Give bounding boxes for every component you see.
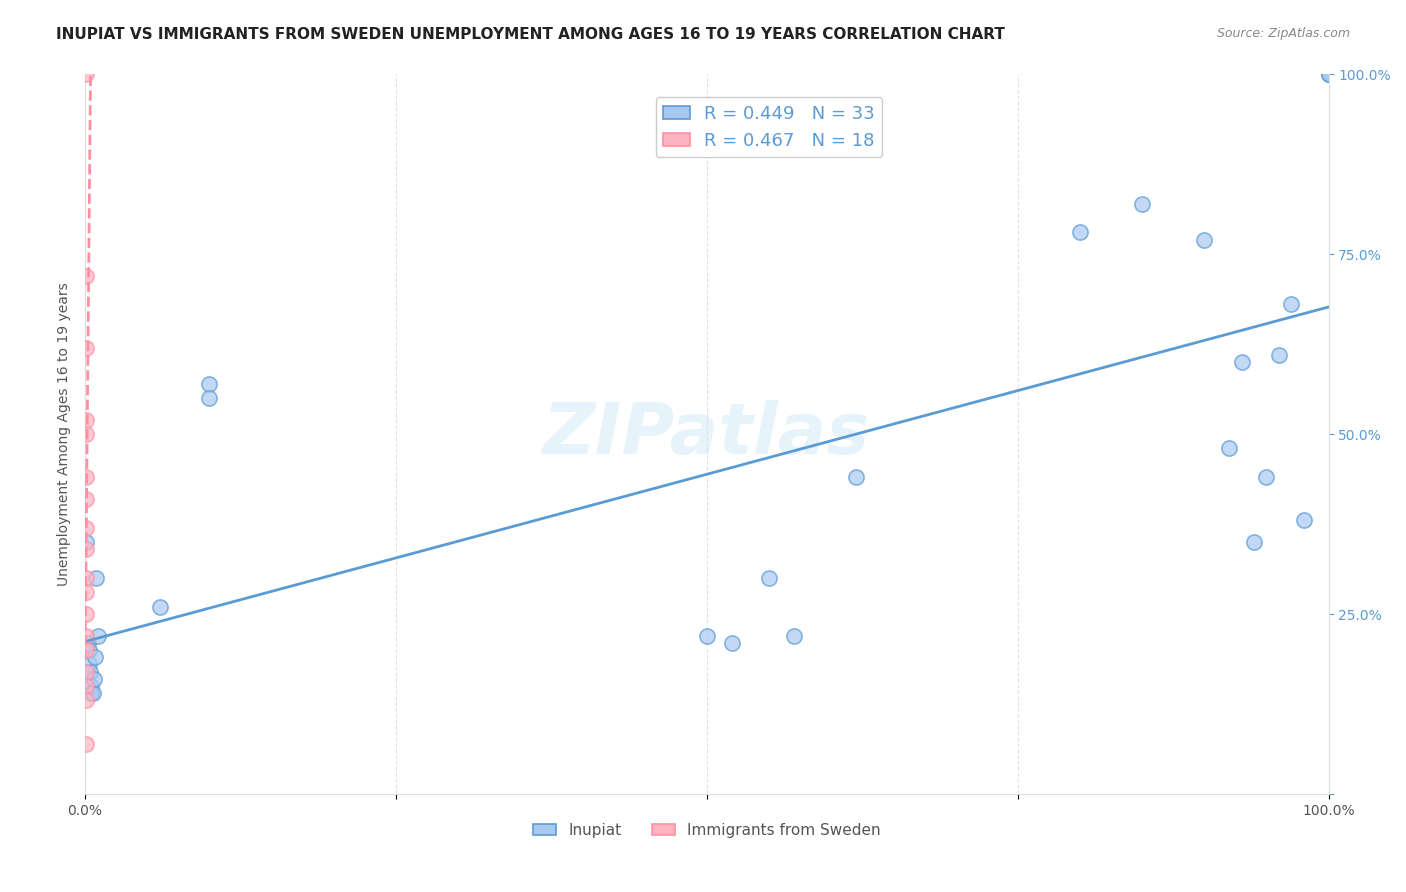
Point [86, 629, 108, 643]
Point [1243, 535, 1265, 549]
Point [75, 491, 97, 506]
Point [198, 391, 221, 405]
Point [77, 657, 100, 672]
Point [75, 67, 97, 81]
Point [1317, 67, 1340, 81]
Point [1317, 67, 1340, 81]
Point [720, 636, 742, 650]
Point [758, 571, 780, 585]
Point [75, 643, 97, 657]
Point [82, 686, 104, 700]
Point [83, 672, 105, 686]
Point [1218, 442, 1240, 456]
Point [1268, 348, 1291, 362]
Point [198, 376, 221, 391]
Point [80, 679, 103, 693]
Point [845, 470, 868, 484]
Point [75, 341, 97, 355]
Point [77, 643, 100, 657]
Point [1317, 67, 1340, 81]
Point [75, 470, 97, 484]
Point [79, 665, 101, 679]
Point [75, 665, 97, 679]
Point [75, 268, 97, 283]
Point [84, 571, 107, 585]
Point [75, 629, 97, 643]
Point [84, 650, 107, 665]
Point [75, 412, 97, 426]
Point [75, 571, 97, 585]
Point [1069, 226, 1091, 240]
Text: Source: ZipAtlas.com: Source: ZipAtlas.com [1216, 27, 1350, 40]
Point [696, 629, 718, 643]
Point [1194, 233, 1216, 247]
Point [1279, 297, 1302, 311]
Point [75, 427, 97, 442]
Point [75, 585, 97, 599]
Point [75, 693, 97, 707]
Point [75, 607, 97, 621]
Point [75, 535, 97, 549]
Point [76, 636, 98, 650]
Point [75, 520, 97, 534]
Text: INUPIAT VS IMMIGRANTS FROM SWEDEN UNEMPLOYMENT AMONG AGES 16 TO 19 YEARS CORRELA: INUPIAT VS IMMIGRANTS FROM SWEDEN UNEMPL… [56, 27, 1005, 42]
Point [783, 629, 806, 643]
Point [1292, 513, 1315, 527]
Y-axis label: Unemployment Among Ages 16 to 19 years: Unemployment Among Ages 16 to 19 years [58, 282, 72, 586]
Point [1256, 470, 1278, 484]
Point [75, 737, 97, 751]
Point [80, 686, 103, 700]
Point [149, 599, 172, 614]
Legend: Inupiat, Immigrants from Sweden: Inupiat, Immigrants from Sweden [527, 817, 887, 844]
Point [1130, 196, 1153, 211]
Point [1230, 355, 1253, 369]
Point [75, 542, 97, 557]
Text: ZIPatlas: ZIPatlas [543, 400, 870, 468]
Point [75, 679, 97, 693]
